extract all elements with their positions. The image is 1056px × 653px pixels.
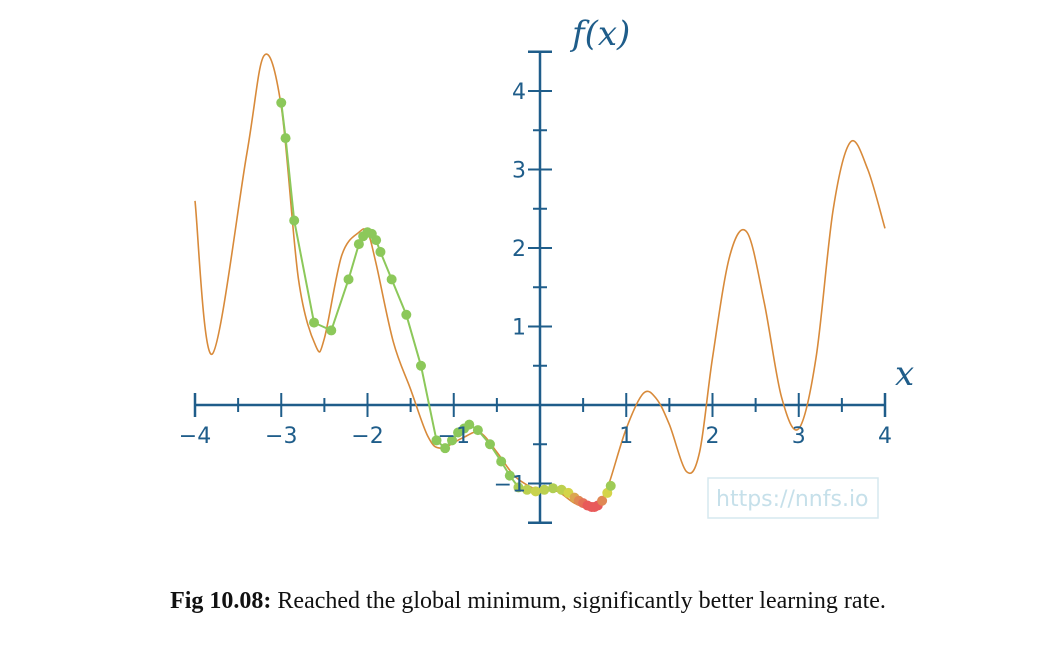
y-tick-label: 2 bbox=[512, 237, 526, 262]
x-tick-label: −2 bbox=[351, 424, 383, 449]
descent-step-point bbox=[539, 484, 550, 495]
tick-labels: −4 −3 −2 −1 1 2 3 4 −1 1 2 3 4 bbox=[179, 80, 892, 498]
figure-caption: Fig 10.08: Reached the global minimum, s… bbox=[0, 588, 1056, 615]
x-tick-label: 2 bbox=[706, 424, 720, 449]
descent-step-point bbox=[522, 484, 533, 495]
function-plot: −4 −3 −2 −1 1 2 3 4 −1 1 2 3 4 f(x) x https://nnfs.i… bbox=[179, 14, 914, 524]
watermark: https://nnfs.io bbox=[707, 477, 879, 519]
x-tick-label: −1 bbox=[438, 424, 470, 449]
descent-step-point bbox=[597, 495, 608, 506]
x-tick-label: 4 bbox=[878, 424, 892, 449]
descent-step-point bbox=[309, 317, 320, 328]
watermark-text: https://nnfs.io bbox=[716, 487, 869, 512]
descent-step-point bbox=[289, 215, 300, 226]
descent-step-point bbox=[496, 456, 507, 467]
y-tick-label: 1 bbox=[512, 316, 526, 341]
caption-label: Fig 10.08: bbox=[170, 588, 272, 614]
descent-step-point bbox=[280, 133, 291, 144]
descent-step-point bbox=[530, 486, 541, 497]
gradient-descent-steps bbox=[276, 97, 616, 513]
descent-step-point bbox=[440, 443, 451, 454]
descent-step-point bbox=[401, 309, 412, 320]
descent-step-point bbox=[431, 435, 442, 446]
descent-step-point bbox=[484, 439, 495, 450]
descent-step-point bbox=[464, 419, 475, 430]
descent-step-point bbox=[605, 480, 616, 491]
descent-step-point bbox=[547, 483, 558, 494]
descent-step-point bbox=[513, 482, 524, 493]
watermark-box bbox=[707, 477, 879, 519]
descent-step-point bbox=[472, 425, 483, 436]
x-axis-title: x bbox=[895, 354, 914, 394]
descent-step-point bbox=[447, 435, 458, 446]
descent-step-point bbox=[386, 274, 397, 285]
descent-step-point bbox=[375, 246, 386, 257]
descent-step-point bbox=[276, 97, 287, 108]
descent-step-point bbox=[326, 325, 337, 336]
descent-step-point bbox=[343, 274, 354, 285]
descent-step-point bbox=[371, 235, 382, 246]
x-tick-label: 3 bbox=[792, 424, 806, 449]
x-tick-label: 1 bbox=[619, 424, 633, 449]
axes bbox=[193, 50, 887, 524]
x-tick-label: −4 bbox=[179, 424, 211, 449]
descent-step-point bbox=[353, 239, 364, 250]
descent-step-point bbox=[415, 360, 426, 371]
caption-text: Reached the global minimum, significantl… bbox=[271, 588, 886, 614]
x-tick-label: −3 bbox=[265, 424, 297, 449]
y-tick-label: 4 bbox=[512, 80, 526, 105]
y-tick-label: −1 bbox=[494, 473, 526, 498]
y-axis-title: f(x) bbox=[569, 14, 630, 54]
y-tick-label: 3 bbox=[512, 159, 526, 184]
descent-step-point bbox=[504, 470, 515, 481]
